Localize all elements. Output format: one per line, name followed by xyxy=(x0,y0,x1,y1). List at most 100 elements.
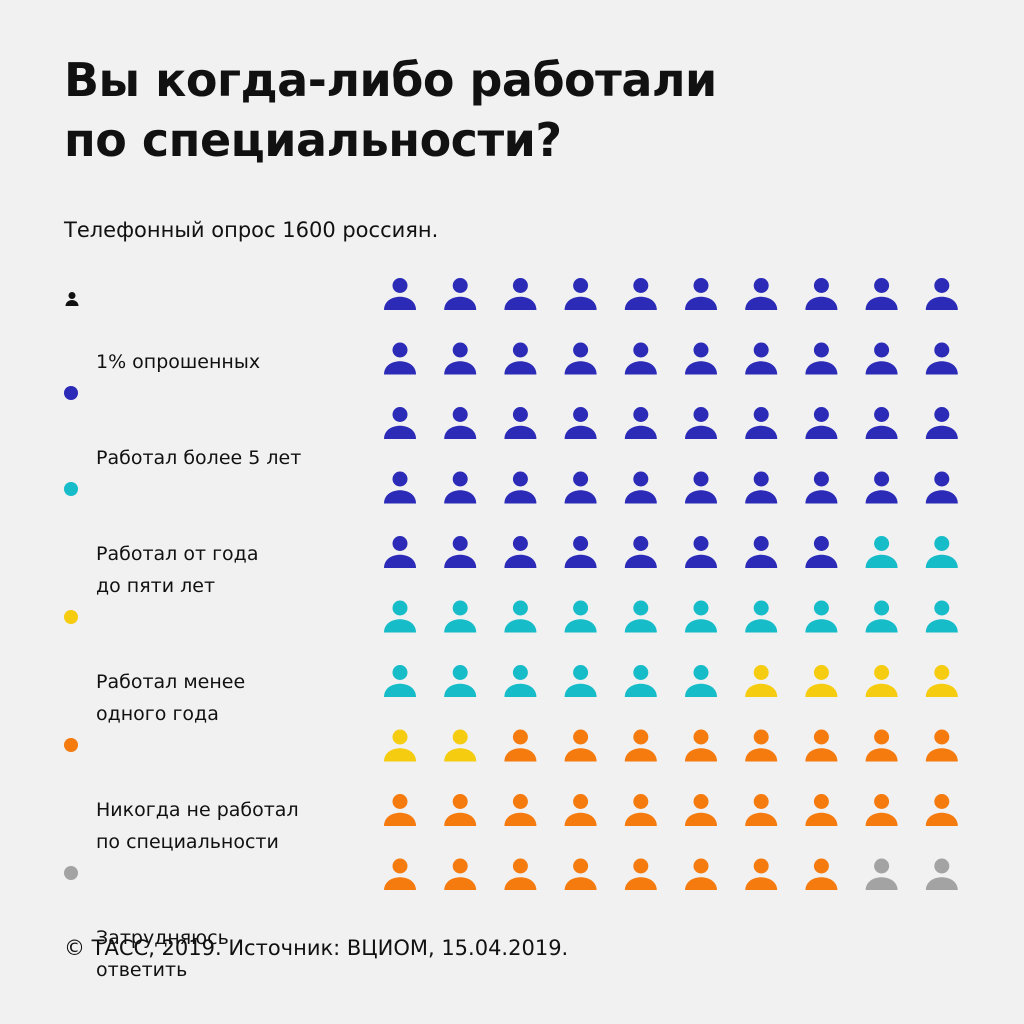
person-icon-never xyxy=(745,729,778,762)
person-icon-more-than-5 xyxy=(925,407,958,439)
legend: 1% опрошенных Работал более 5 лет Работа… xyxy=(64,282,364,986)
person-icon-more-than-5 xyxy=(624,536,657,568)
chart-subtitle: Телефонный опрос 1600 россиян. xyxy=(64,218,439,242)
dot-icon xyxy=(64,866,78,880)
legend-item-never: Никогда не работал по специальности xyxy=(64,730,364,858)
person-icon-more-than-5 xyxy=(564,471,597,504)
person-icon-hard-to-say xyxy=(925,858,958,890)
person-icon-more-than-5 xyxy=(564,536,597,568)
legend-label-never: Никогда не работал по специальности xyxy=(96,799,299,853)
person-icon-less-than-1 xyxy=(865,665,898,697)
legend-item-more-than-5: Работал более 5 лет xyxy=(64,378,364,474)
dot-icon xyxy=(64,482,78,496)
person-icon-body xyxy=(65,300,79,306)
person-icon-more-than-5 xyxy=(805,342,838,375)
person-icon-more-than-5 xyxy=(384,536,416,568)
person-icon-one-to-five xyxy=(384,600,416,633)
person-icon-never xyxy=(444,794,477,826)
legend-label-less-than-1: Работал менее одного года xyxy=(96,671,246,725)
legend-label-more-than-5: Работал более 5 лет xyxy=(96,447,302,469)
person-icon-more-than-5 xyxy=(384,471,416,504)
person-icon-never xyxy=(745,794,778,826)
person-icon-more-than-5 xyxy=(384,407,416,439)
person-icon-more-than-5 xyxy=(805,407,838,439)
dot-icon xyxy=(64,610,78,624)
source-footer: © ТАСС, 2019. Источник: ВЦИОМ, 15.04.201… xyxy=(64,936,569,960)
person-icon-one-to-five xyxy=(564,665,597,697)
person-icon-never xyxy=(624,729,657,762)
person-icon-one-to-five xyxy=(685,665,717,697)
person-icon-more-than-5 xyxy=(745,342,778,375)
person-icon-hard-to-say xyxy=(865,858,898,890)
person-icon-more-than-5 xyxy=(745,471,778,504)
person-icon-never xyxy=(384,794,416,826)
person-icon-more-than-5 xyxy=(384,342,416,375)
person-icon-more-than-5 xyxy=(384,278,416,310)
person-icon-never xyxy=(504,858,537,890)
person-icon-never xyxy=(685,794,717,826)
person-icon-more-than-5 xyxy=(444,342,477,375)
legend-label-one-to-five: Работал от года до пяти лет xyxy=(96,543,259,597)
person-icon-never xyxy=(564,794,597,826)
legend-label-hard-to-say: Затрудняюсь ответить xyxy=(96,927,229,981)
person-icon-one-to-five xyxy=(865,536,898,568)
person-icon-more-than-5 xyxy=(805,471,838,504)
person-icon-more-than-5 xyxy=(925,471,958,504)
person-icon-more-than-5 xyxy=(624,278,657,310)
person-icon-more-than-5 xyxy=(504,278,537,310)
legend-item-less-than-1: Работал менее одного года xyxy=(64,602,364,730)
person-icon-never xyxy=(624,858,657,890)
person-icon-more-than-5 xyxy=(745,536,778,568)
legend-item-hard-to-say: Затрудняюсь ответить xyxy=(64,858,364,986)
person-icon-more-than-5 xyxy=(925,278,958,310)
person-icon-head xyxy=(68,292,76,299)
person-icon-never xyxy=(624,794,657,826)
person-icon-more-than-5 xyxy=(624,407,657,439)
person-icon-one-to-five xyxy=(925,600,958,633)
person-icon-never xyxy=(504,729,537,762)
person-icon-more-than-5 xyxy=(805,536,838,568)
person-icon-more-than-5 xyxy=(624,342,657,375)
chart-title-line-1: Вы когда-либо работали xyxy=(64,53,717,107)
person-icon-less-than-1 xyxy=(745,665,778,697)
legend-item-unit: 1% опрошенных xyxy=(64,282,364,378)
dot-icon xyxy=(64,738,78,752)
person-icon-more-than-5 xyxy=(504,407,537,439)
person-icon-one-to-five xyxy=(624,665,657,697)
person-icon-more-than-5 xyxy=(685,278,717,310)
person-icon-more-than-5 xyxy=(865,342,898,375)
person-icon-more-than-5 xyxy=(564,278,597,310)
person-icon-more-than-5 xyxy=(504,342,537,375)
person-icon-one-to-five xyxy=(564,600,597,633)
person-icon-never xyxy=(865,729,898,762)
person-icon xyxy=(65,292,79,306)
dot-icon xyxy=(64,386,78,400)
person-icon-more-than-5 xyxy=(865,471,898,504)
person-icon-one-to-five xyxy=(685,600,717,633)
chart-title: Вы когда-либо работали по специальности? xyxy=(64,50,717,170)
person-icon-never xyxy=(865,794,898,826)
person-icon-never xyxy=(925,794,958,826)
person-icon-one-to-five xyxy=(865,600,898,633)
person-icon-more-than-5 xyxy=(865,407,898,439)
person-icon-one-to-five xyxy=(624,600,657,633)
person-icon-more-than-5 xyxy=(624,471,657,504)
person-icon-never xyxy=(564,858,597,890)
person-icon-one-to-five xyxy=(444,600,477,633)
person-icon-more-than-5 xyxy=(444,278,477,310)
person-icon-less-than-1 xyxy=(805,665,838,697)
person-icon-more-than-5 xyxy=(805,278,838,310)
person-icon-more-than-5 xyxy=(444,471,477,504)
person-icon-more-than-5 xyxy=(745,407,778,439)
person-icon-never xyxy=(745,858,778,890)
person-icon-more-than-5 xyxy=(745,278,778,310)
person-icon-one-to-five xyxy=(504,600,537,633)
person-icon-more-than-5 xyxy=(685,407,717,439)
person-icon-more-than-5 xyxy=(685,536,717,568)
person-icon-more-than-5 xyxy=(865,278,898,310)
person-icon-never xyxy=(384,858,416,890)
person-icon-one-to-five xyxy=(805,600,838,633)
person-icon-more-than-5 xyxy=(444,536,477,568)
chart-title-line-2: по специальности? xyxy=(64,113,562,167)
person-icon-less-than-1 xyxy=(925,665,958,697)
